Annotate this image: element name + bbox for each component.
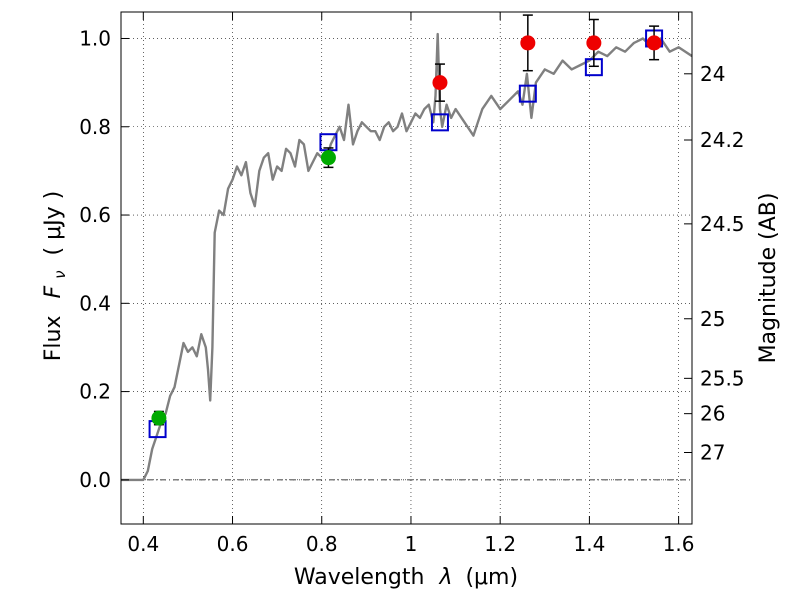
plot-frame <box>120 11 693 525</box>
x-tick-label: 1.2 <box>484 532 516 556</box>
model-spectrum-line <box>121 32 692 482</box>
ticks: 0.4 0.6 0.8 1 1.2 1.4 1.6 0.0 0.2 0.4 0.6 0.8 1.0 24 2… <box>79 12 745 556</box>
detected-point <box>151 410 167 426</box>
grid <box>121 12 692 524</box>
data-layer <box>121 14 692 482</box>
y-tick-label: 0.0 <box>79 468 111 492</box>
y2-tick-label: 27 <box>700 440 725 464</box>
y-tick-label: 0.8 <box>79 115 111 139</box>
y-tick-label: 0.2 <box>79 380 111 404</box>
y2-tick-label: 25 <box>700 307 725 331</box>
x-axis-label-unit: (μm) <box>465 565 518 590</box>
x-tick-label: 0.8 <box>306 532 338 556</box>
y-axis-label: Flux F ν ( μJy ) <box>41 191 71 361</box>
red-point <box>646 35 662 51</box>
detected-point <box>320 150 336 166</box>
x-tick-label: 1.6 <box>663 532 695 556</box>
y2-tick-label: 26 <box>700 402 725 426</box>
y2-tick-label: 24.5 <box>700 212 745 236</box>
y-axis-label-prefix: Flux <box>41 315 66 361</box>
red-point <box>432 75 448 91</box>
y2-tick-label: 24 <box>700 62 725 86</box>
x-tick-label: 1.4 <box>573 532 605 556</box>
y-axis-label-sub: ν <box>51 270 69 278</box>
x-axis-label-symbol: λ <box>438 565 452 590</box>
x-axis-label-prefix: Wavelength <box>294 565 425 590</box>
x-tick-label: 0.6 <box>217 532 249 556</box>
x-axis-label: Wavelength λ (μm) <box>294 565 518 590</box>
y2-axis-label: Magnitude (AB) <box>756 193 781 364</box>
red-point <box>586 35 602 51</box>
model-photometry-square <box>430 113 449 132</box>
y-tick-label: 0.6 <box>79 203 111 227</box>
x-tick-label: 1 <box>405 532 418 556</box>
y-tick-label: 0.4 <box>79 291 111 315</box>
y-tick-label: 1.0 <box>79 26 111 50</box>
y-axis-label-symbol: F <box>41 285 66 298</box>
y2-tick-label: 24.2 <box>700 128 745 152</box>
y-axis-label-unit: ( μJy ) <box>41 191 66 256</box>
x-tick-label: 0.4 <box>127 532 159 556</box>
red-point <box>520 35 536 51</box>
model-photometry-square <box>518 84 537 103</box>
y2-tick-label: 25.5 <box>700 366 745 390</box>
